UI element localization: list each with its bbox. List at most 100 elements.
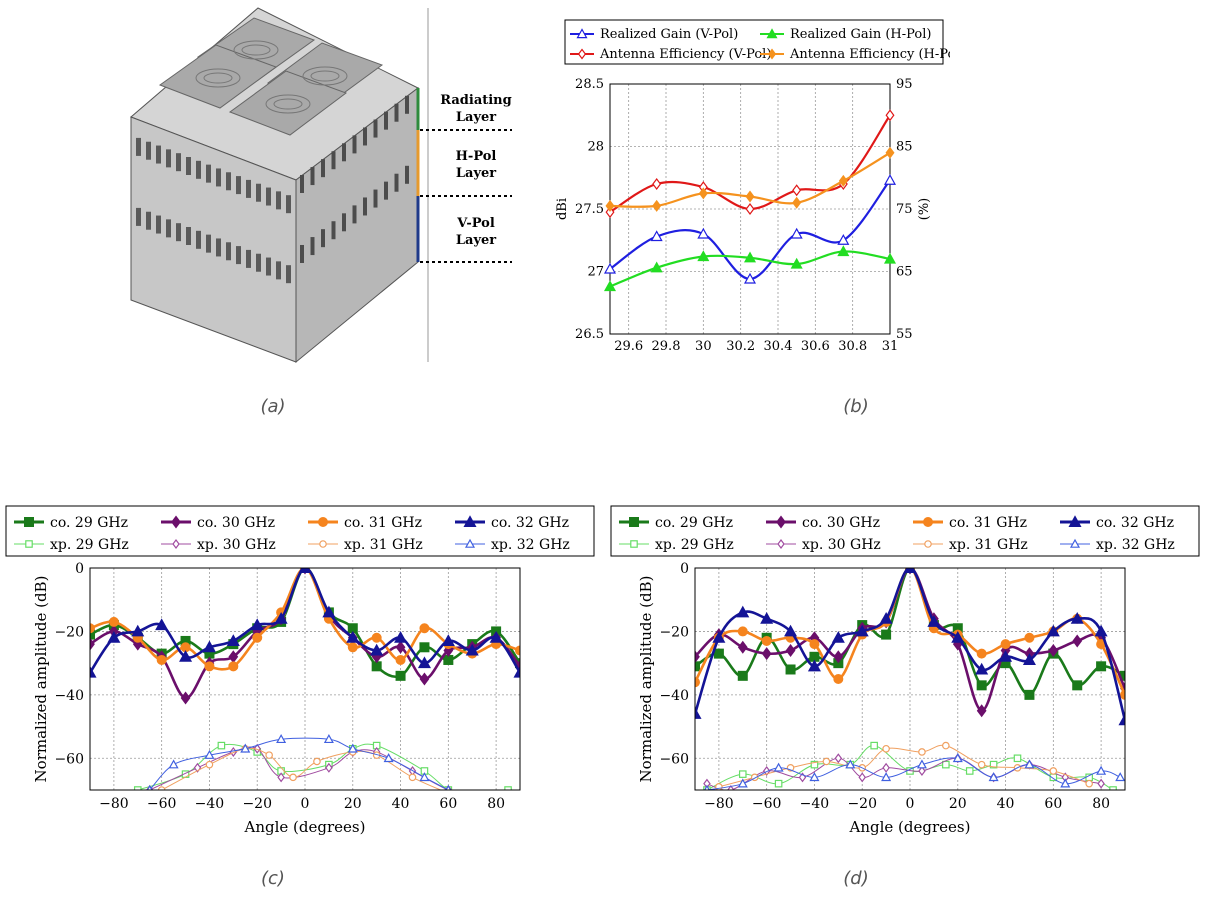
- legend-label: co. 30 GHz: [197, 515, 275, 531]
- data-point: [695, 707, 702, 719]
- data-point: [697, 227, 710, 239]
- data-point: [265, 751, 273, 759]
- data-point: [1070, 612, 1084, 624]
- data-point: [695, 677, 700, 688]
- front-slot: [236, 176, 241, 195]
- data-point: [204, 749, 215, 759]
- gain-efficiency-chart: 29.6 29.8 30 30.2 30.4 30.6 30.8 31 26.5 27 27.5 28…: [555, 19, 950, 354]
- data-point: [858, 772, 866, 783]
- data-point: [168, 759, 179, 769]
- x-tick-label: 29.8: [652, 339, 681, 354]
- data-point: [371, 632, 382, 643]
- data-point: [727, 784, 735, 790]
- side-slot: [331, 151, 336, 170]
- legend-marker: [630, 540, 638, 548]
- data-point: [774, 779, 783, 788]
- y-tick-label: −60: [54, 751, 84, 767]
- data-point: [822, 757, 831, 766]
- data-point: [441, 634, 455, 646]
- data-point: [346, 631, 360, 643]
- x-tick-label: 29.6: [614, 339, 643, 354]
- data-point: [918, 748, 926, 756]
- data-point: [1022, 653, 1036, 665]
- data-point: [650, 261, 663, 273]
- data-point: [108, 616, 119, 627]
- data-point: [698, 187, 708, 200]
- data-point: [790, 257, 803, 269]
- front-slot: [286, 265, 291, 284]
- side-slot: [321, 229, 325, 248]
- y-tick-label: 28: [587, 140, 604, 155]
- data-point: [1085, 779, 1093, 788]
- front-slot: [186, 227, 191, 245]
- data-point: [975, 662, 989, 675]
- data-point: [833, 674, 844, 685]
- data-point: [737, 640, 748, 654]
- data-point: [833, 650, 844, 664]
- y2-tick-label: 65: [896, 265, 913, 280]
- data-point: [1096, 661, 1107, 672]
- x-tick-label: 40: [392, 796, 410, 812]
- x-tick-label: 40: [997, 796, 1015, 812]
- data-point: [784, 624, 798, 637]
- data-point: [988, 772, 999, 782]
- data-point: [1000, 639, 1011, 650]
- legend-marker: [629, 517, 640, 528]
- x-tick-label: 30.6: [801, 339, 830, 354]
- side-slot: [373, 189, 378, 208]
- pattern-chart-c: −80 −60 −40 −20 0 20 40 60 80 0 −20 −40 −60 Angle (de…: [5, 505, 595, 836]
- data-point: [228, 661, 239, 672]
- x-tick-label: −40: [800, 796, 830, 812]
- data-point: [745, 190, 755, 203]
- data-point: [465, 643, 479, 656]
- data-point: [879, 612, 893, 624]
- data-point: [942, 741, 950, 750]
- data-point: [952, 753, 963, 763]
- side-slot: [373, 119, 378, 138]
- x-tick-label: −40: [195, 796, 225, 812]
- data-point: [652, 199, 662, 212]
- front-slot: [206, 164, 211, 183]
- data-point: [394, 631, 408, 643]
- data-point: [745, 203, 755, 215]
- data-point: [347, 642, 358, 653]
- data-point: [313, 757, 321, 766]
- data-point: [1024, 689, 1035, 700]
- data-point: [323, 734, 334, 744]
- vpol-layer-label-1: V-Pol: [456, 216, 495, 231]
- x-axis-label: Angle (degrees): [849, 818, 971, 836]
- data-point: [90, 665, 97, 678]
- front-slot: [186, 157, 191, 175]
- data-point: [1024, 632, 1035, 643]
- side-slot: [310, 237, 315, 256]
- data-point: [1060, 778, 1071, 788]
- data-point: [240, 743, 251, 753]
- data-point: [845, 759, 856, 769]
- data-point: [773, 762, 784, 772]
- front-slot: [196, 160, 201, 179]
- data-point: [761, 635, 772, 646]
- data-point: [810, 760, 819, 769]
- side-slot: [352, 135, 357, 154]
- front-slot: [266, 187, 271, 206]
- data-point: [1072, 680, 1083, 691]
- data-point: [226, 634, 240, 646]
- data-point: [298, 568, 312, 574]
- front-slot: [156, 145, 161, 164]
- top-cavities: [158, 17, 384, 136]
- data-point: [738, 770, 747, 778]
- x-tick-label: −20: [242, 796, 272, 812]
- data-point: [792, 196, 802, 209]
- y2-tick-label: 95: [896, 77, 913, 92]
- side-slot: [321, 159, 325, 178]
- data-point: [697, 250, 710, 262]
- data-point: [322, 605, 336, 618]
- data-point: [419, 623, 430, 634]
- data-point: [395, 654, 406, 665]
- data-point: [1097, 778, 1105, 789]
- legend-marker: [766, 28, 778, 39]
- data-point: [469, 792, 475, 800]
- data-point: [469, 793, 475, 799]
- side-slot: [384, 181, 388, 200]
- plot-frame: [694, 567, 1126, 791]
